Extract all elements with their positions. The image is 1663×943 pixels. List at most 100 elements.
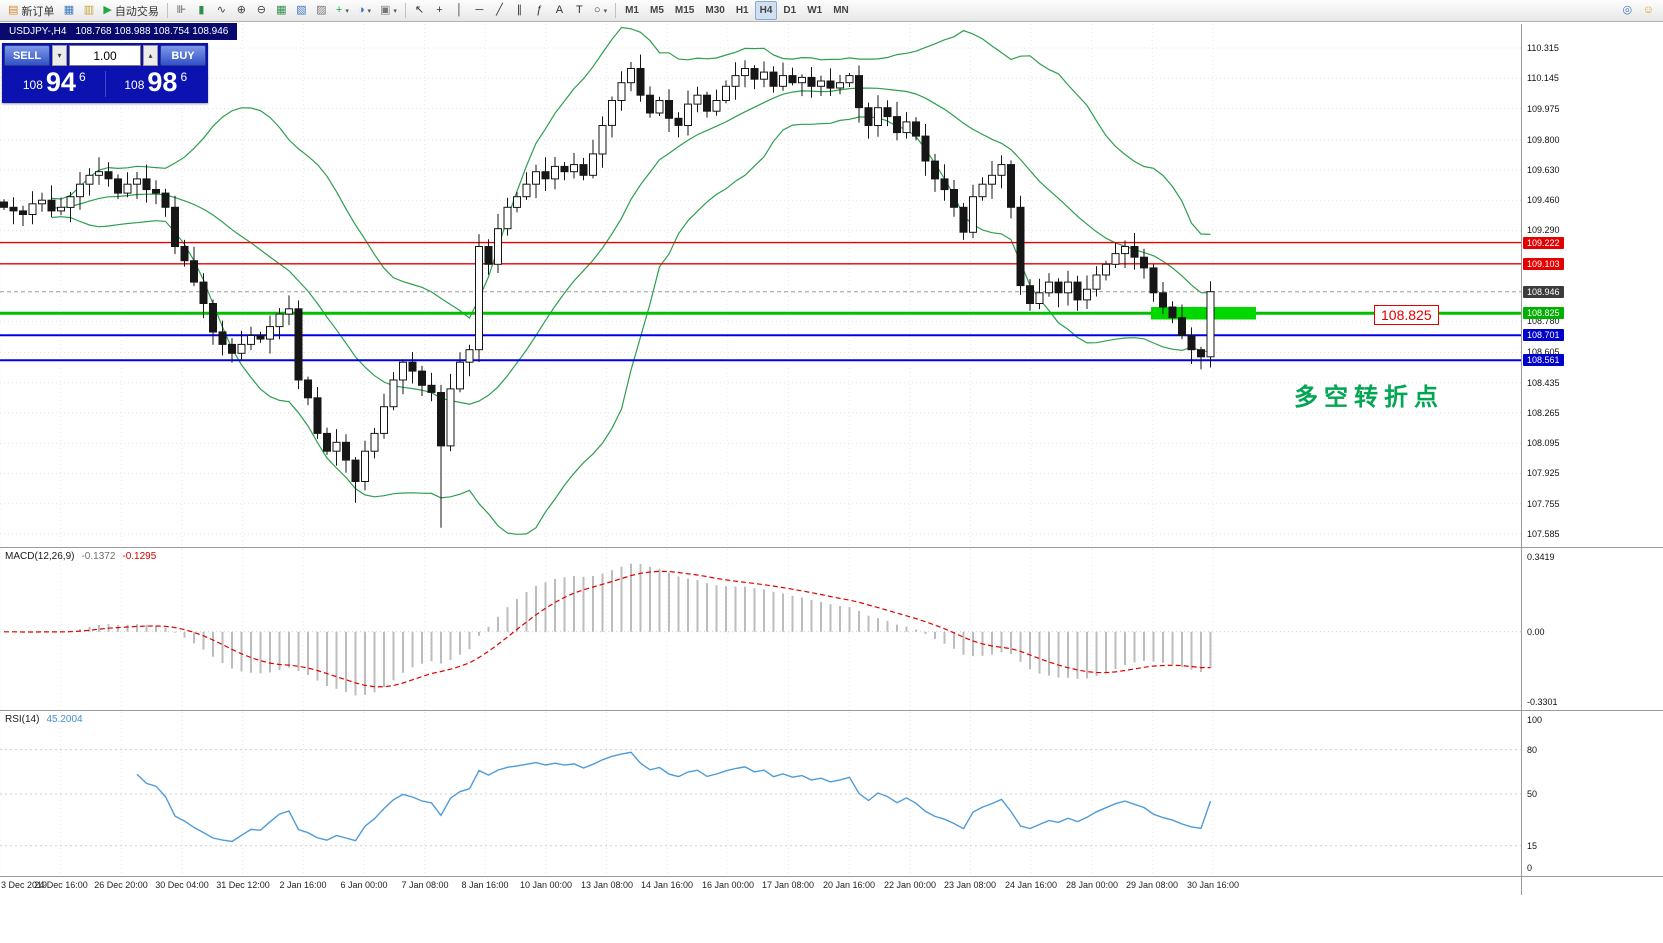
rsi-scale-label: 80 [1527,745,1538,755]
cascade-windows-icon[interactable]: ▧ [292,1,311,20]
time-label: 8 Jan 16:00 [461,880,509,890]
price-badge: 108.561 [1523,354,1564,366]
time-label: 7 Jan 08:00 [401,880,449,890]
rsi-level-lines [0,749,1521,847]
bar-chart-icon: ⊪ [176,4,187,16]
rsi-header: RSI(14) 45.2004 [5,714,83,725]
timeframe-label: M5 [650,5,664,16]
trade-panel-controls: SELL ▾ ▴ BUY [4,45,206,66]
auto-trading-button[interactable]: ▶ 自动交易 [99,1,162,20]
timeframe-h1-button[interactable]: H1 [731,1,754,20]
time-label: 29 Jan 08:00 [1125,880,1179,890]
smiley-icon[interactable]: ☺ [1639,1,1658,20]
macd-scale-label: 0.00 [1527,627,1545,637]
sell-price-display[interactable]: 108 94 6 [4,68,105,99]
fibonacci-icon[interactable]: ƒ [530,1,549,20]
macd-header: MACD(12,26,9) -0.1372 -0.1295 [5,551,156,562]
trendline-icon[interactable]: ╱ [490,1,509,20]
time-label: 22 Jan 00:00 [883,880,937,890]
sell-button[interactable]: SELL [4,45,50,66]
chart-background [0,22,1663,943]
time-label: 24 Jan 16:00 [1004,880,1058,890]
macd-scale[interactable]: 0.3419 0.00 -0.3301 [1522,549,1662,710]
price-scale[interactable]: 110.315 110.145 109.975 109.800 109.630 109.4… [1522,24,1662,547]
new-order-button[interactable]: ▤ 新订单 [4,1,58,20]
button-label: 新订单 [21,5,55,18]
periods-button[interactable]: ◑ ▾ [354,1,375,20]
time-label: 14 Jan 16:00 [640,880,694,890]
shapes-button[interactable]: ○ ▾ [590,1,611,20]
trade-panel-divider [104,70,106,97]
vertical-line-icon[interactable]: │ [450,1,469,20]
rsi-scale[interactable]: 100 80 50 15 0 [1522,712,1662,876]
timeframe-label: H4 [759,5,773,16]
zoom-in-icon[interactable]: ⊕ [232,1,251,20]
time-label: 30 Jan 16:00 [1186,880,1240,890]
search-icon: ◎ [1622,4,1633,16]
one-click-trading-panel: SELL ▾ ▴ BUY 108 94 6 108 98 6 [2,43,208,103]
timeframe-d1-button[interactable]: D1 [778,1,801,20]
crosshair-icon: + [436,4,443,16]
arrange-windows-icon[interactable]: ▨ [312,1,331,20]
price-grid-label: 109.800 [1527,135,1560,145]
rsi-scale-label: 15 [1527,841,1538,851]
text-icon[interactable]: A [550,1,569,20]
add-indicator-button[interactable]: + ▾ [332,1,353,20]
volume-decrease-button[interactable]: ▾ [52,45,67,66]
symbol-timeframe: USDJPY-,H4 [9,26,67,37]
caret-down-icon: ▾ [603,7,608,15]
time-label: 2 Jan 16:00 [279,880,327,890]
timeframe-m30-button[interactable]: M30 [700,1,729,20]
timeframe-w1-button[interactable]: W1 [802,1,827,20]
macd-scale-label: 0.3419 [1527,552,1555,562]
price-badge: 108.946 [1523,286,1564,298]
search-icon[interactable]: ◎ [1618,1,1637,20]
time-label: 23 Jan 08:00 [943,880,997,890]
time-axis[interactable]: 3 Dec 2019 24 Dec 16:00 26 Dec 20:00 30 Dec… [0,878,1521,895]
candlestick-chart-icon[interactable]: ▮ [192,1,211,20]
price-badge: 108.701 [1523,329,1564,341]
depth-of-market-icon: ▥ [83,4,95,16]
timeframe-m15-button[interactable]: M15 [670,1,699,20]
depth-of-market-icon[interactable]: ▥ [79,1,98,20]
price-grid-label: 110.145 [1527,73,1559,83]
templates-button[interactable]: ▣ ▾ [376,1,401,20]
volume-input[interactable] [69,45,141,66]
zoom-out-icon[interactable]: ⊖ [252,1,271,20]
equidistant-channel-icon: ∥ [516,4,523,16]
rsi-value: 45.2004 [46,714,83,725]
price-grid-label: 110.315 [1527,43,1559,53]
indicator-window-icon[interactable]: ▦ [59,1,78,20]
timeframe-h4-button[interactable]: H4 [754,1,778,20]
timeframe-m5-button[interactable]: M5 [645,1,669,20]
buy-price-display[interactable]: 108 98 6 [106,68,207,99]
tile-windows-icon[interactable]: ▦ [272,1,291,20]
cursor-icon[interactable]: ↖ [410,1,429,20]
line-chart-icon[interactable]: ∿ [212,1,231,20]
time-label: 30 Dec 04:00 [155,880,209,890]
chinese-annotation[interactable]: 多空转折点 [1294,384,1444,411]
volume-increase-button[interactable]: ▴ [143,45,158,66]
sell-price-pip: 6 [78,69,86,84]
support-zone-rect[interactable] [1151,307,1256,320]
equidistant-channel-icon[interactable]: ∥ [510,1,529,20]
trendline-icon: ╱ [496,4,503,16]
buy-button[interactable]: BUY [160,45,206,66]
cursor-icon: ↖ [414,4,425,16]
time-label: 3 Dec 2019 [1,880,48,890]
timeframe-label: D1 [783,5,797,16]
price-callout[interactable]: 108.825 [1374,305,1439,325]
timeframe-mn-button[interactable]: MN [828,1,854,20]
periods-button: ◑ [357,4,365,16]
horizontal-line-icon[interactable]: ─ [470,1,489,20]
crosshair-icon[interactable]: + [430,1,449,20]
panel-separators [0,24,1663,895]
timeframe-m1-button[interactable]: M1 [620,1,644,20]
time-label: 17 Jan 08:00 [761,880,815,890]
chart-title-bar: USDJPY-,H4 108.768 108.988 108.754 108.9… [0,23,238,40]
indicator-window-icon: ▦ [63,4,75,16]
text-label-icon[interactable]: T [570,1,589,20]
bar-chart-icon[interactable]: ⊪ [172,1,191,20]
toolbar-separator [404,3,406,18]
